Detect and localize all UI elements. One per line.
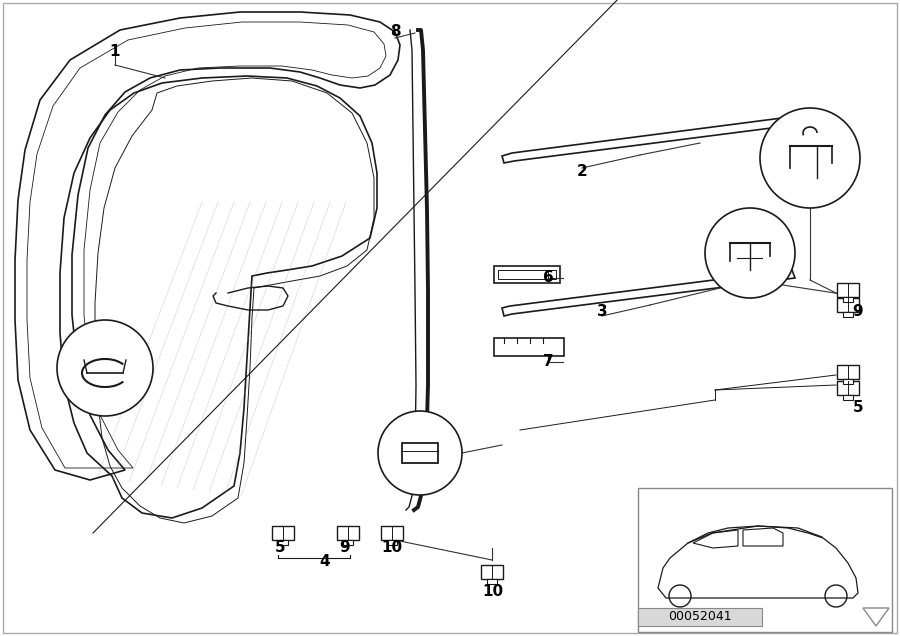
- Text: 4: 4: [320, 555, 330, 569]
- Polygon shape: [278, 540, 288, 545]
- Circle shape: [378, 411, 462, 495]
- Polygon shape: [487, 579, 497, 584]
- Polygon shape: [381, 526, 403, 540]
- Circle shape: [57, 320, 153, 416]
- Polygon shape: [337, 526, 359, 540]
- Polygon shape: [843, 395, 853, 400]
- Text: 7: 7: [543, 354, 553, 370]
- Text: 1: 1: [110, 45, 121, 60]
- Text: 2: 2: [577, 165, 588, 179]
- Polygon shape: [837, 298, 859, 312]
- Text: 3: 3: [597, 305, 608, 319]
- Polygon shape: [837, 365, 859, 379]
- Polygon shape: [843, 297, 853, 302]
- Polygon shape: [638, 608, 762, 626]
- Polygon shape: [638, 488, 892, 632]
- Polygon shape: [481, 565, 503, 579]
- Text: 8: 8: [390, 25, 400, 39]
- Text: 5: 5: [852, 401, 863, 415]
- Text: 10: 10: [482, 584, 504, 600]
- Text: 00052041: 00052041: [668, 611, 732, 623]
- Polygon shape: [837, 381, 859, 395]
- Polygon shape: [387, 540, 397, 545]
- Circle shape: [705, 208, 795, 298]
- Polygon shape: [837, 283, 859, 297]
- Text: 9: 9: [339, 541, 350, 555]
- Polygon shape: [843, 379, 853, 384]
- Text: 5: 5: [274, 541, 285, 555]
- Text: 10: 10: [382, 541, 402, 555]
- Polygon shape: [272, 526, 294, 540]
- Text: 6: 6: [543, 270, 553, 286]
- Polygon shape: [343, 540, 353, 545]
- Circle shape: [760, 108, 860, 208]
- Text: 9: 9: [852, 305, 863, 319]
- Polygon shape: [843, 312, 853, 317]
